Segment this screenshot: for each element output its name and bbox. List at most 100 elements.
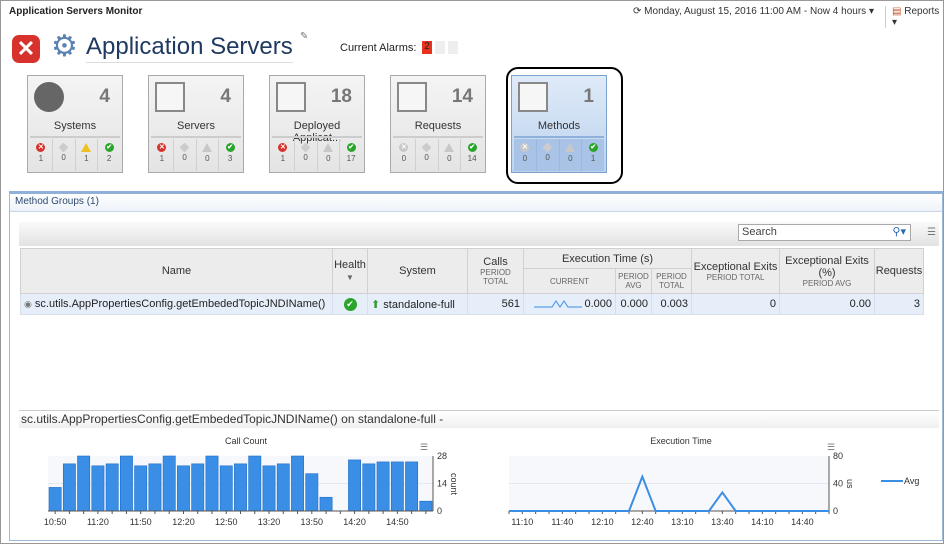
x-tick-label: 11:10 bbox=[511, 517, 533, 527]
stat-count: 0 bbox=[401, 154, 407, 163]
tile-label: Servers bbox=[177, 120, 215, 132]
chart-menu-icon[interactable]: ☰ bbox=[420, 442, 429, 452]
bar bbox=[305, 473, 319, 512]
tile-stat[interactable]: ✔ 3 bbox=[219, 139, 241, 171]
systems-icon bbox=[34, 82, 64, 112]
col-period-avg[interactable]: PERIOD AVG bbox=[618, 272, 649, 290]
normal-icon: ✔ bbox=[588, 143, 598, 152]
x-tick-label: 12:40 bbox=[631, 517, 654, 527]
tile-stat[interactable]: ✕ 0 bbox=[514, 139, 537, 171]
stat-count: 0 bbox=[182, 153, 187, 162]
tile-stat[interactable]: ✔ 17 bbox=[340, 139, 362, 171]
tile-label: Deployed Applicat... bbox=[292, 120, 342, 144]
y-tick-label: 40 bbox=[833, 479, 843, 489]
stat-count: 0 bbox=[447, 154, 452, 163]
warning-icon bbox=[323, 143, 334, 152]
table-row[interactable]: ◉ sc.utils.AppPropertiesConfig.getEmbede… bbox=[20, 293, 924, 315]
tile-requests[interactable]: 14 Requests ✕ 0 0 0 ✔ 14 bbox=[390, 75, 486, 173]
tile-stat[interactable]: ✔ 14 bbox=[461, 139, 483, 171]
exec-time-chart: 11:10 11:40 12:10 12:40 13:10 13:40 14:10 14:40… bbox=[508, 451, 919, 527]
radio-icon[interactable]: ◉ bbox=[24, 299, 32, 309]
methods-icon bbox=[518, 82, 548, 112]
time-range-selector[interactable]: ⟳ Monday, August 15, 2016 11:00 AM - Now… bbox=[633, 6, 874, 17]
server-up-icon: ⬆ bbox=[371, 298, 381, 311]
col-system[interactable]: System bbox=[367, 248, 468, 294]
col-health[interactable]: Health ▼ bbox=[332, 248, 368, 294]
col-calls[interactable]: Calls PERIOD TOTAL bbox=[467, 248, 524, 294]
reports-menu[interactable]: ▤ Reports ▾ bbox=[885, 6, 943, 28]
x-tick-label: 11:50 bbox=[130, 517, 152, 527]
bar bbox=[105, 463, 119, 512]
tile-stat[interactable]: 0 bbox=[559, 139, 583, 171]
bar bbox=[91, 465, 105, 512]
tile-servers[interactable]: 4 Servers ✕ 1 0 0 ✔ 3 bbox=[148, 75, 244, 173]
tile-stat[interactable]: ✔ 2 bbox=[98, 139, 120, 171]
tile-stat[interactable]: 0 bbox=[318, 139, 341, 171]
alarm-count-warning[interactable] bbox=[435, 41, 445, 54]
stat-count: 0 bbox=[205, 154, 210, 163]
search-icon[interactable]: ⚲▾ bbox=[892, 226, 906, 238]
tile-stat[interactable]: ✕ 1 bbox=[272, 139, 295, 171]
stat-count: 14 bbox=[467, 154, 477, 163]
tile-stat[interactable]: ✔ 1 bbox=[582, 139, 604, 171]
bar bbox=[134, 465, 148, 512]
search-input[interactable]: Search ⚲▾ bbox=[738, 224, 911, 241]
tile-stat[interactable]: 0 bbox=[416, 139, 439, 171]
fatal-icon bbox=[300, 142, 311, 153]
search-placeholder: Search bbox=[742, 226, 777, 238]
tile-stat[interactable]: 0 bbox=[439, 139, 462, 171]
y-tick-label: 0 bbox=[833, 506, 838, 516]
col-period-total[interactable]: PERIOD TOTAL bbox=[656, 272, 687, 290]
bar bbox=[234, 463, 247, 512]
col-exec-time: Execution Time (s) bbox=[523, 248, 692, 269]
chart-menu-icon[interactable]: ☰ bbox=[827, 442, 836, 452]
panel-title: Method Groups (1) bbox=[15, 196, 99, 207]
deployed-apps-icon bbox=[276, 82, 306, 112]
cell-system[interactable]: ⬆ standalone-full bbox=[367, 293, 468, 315]
alarm-count-info[interactable] bbox=[448, 41, 458, 54]
tile-stat[interactable]: ✕ 0 bbox=[393, 139, 416, 171]
call-count-chart: 10:50 11:20 11:50 12:20 12:50 13:20 13:50 14:20… bbox=[44, 451, 459, 527]
tile-label: Systems bbox=[53, 120, 97, 132]
tile-stat[interactable]: 0 bbox=[53, 139, 76, 171]
tile-stat[interactable]: 1 bbox=[76, 139, 99, 171]
column-options-icon[interactable]: ☰ bbox=[927, 227, 936, 238]
tile-stat[interactable]: ✕ 1 bbox=[151, 139, 174, 171]
tile-methods[interactable]: 1 Methods ✕ 0 0 0 ✔ 1 bbox=[511, 75, 607, 173]
col-exc-exits-pct[interactable]: Exceptional Exits (%) PERIOD AVG bbox=[779, 248, 875, 294]
edit-icon[interactable]: ✎ bbox=[300, 31, 309, 42]
tile-count: 1 bbox=[583, 86, 594, 107]
tile-stat[interactable]: 0 bbox=[197, 139, 220, 171]
tile-stat[interactable]: ✕ 1 bbox=[30, 139, 53, 171]
fatal-icon bbox=[58, 142, 69, 153]
tile-systems[interactable]: 4 Systems ✕ 1 0 1 ✔ 2 bbox=[27, 75, 123, 173]
critical-icon: ✕ bbox=[157, 143, 167, 152]
error-status-icon: ✕ bbox=[12, 35, 40, 63]
normal-icon: ✔ bbox=[346, 143, 356, 152]
x-tick-label: 13:40 bbox=[711, 517, 734, 527]
tile-label: Requests bbox=[414, 120, 462, 132]
x-tick-label: 11:20 bbox=[87, 517, 109, 527]
cell-period-avg: 0.000 bbox=[615, 293, 652, 315]
tile-stat[interactable]: 0 bbox=[536, 139, 560, 171]
col-requests[interactable]: Requests bbox=[874, 248, 924, 294]
col-exc-exits[interactable]: Exceptional Exits PERIOD TOTAL bbox=[691, 248, 780, 294]
cell-name[interactable]: ◉ sc.utils.AppPropertiesConfig.getEmbede… bbox=[20, 293, 333, 315]
stat-count: 3 bbox=[227, 154, 233, 163]
x-tick-label: 14:40 bbox=[791, 517, 814, 527]
tile-stat[interactable]: 0 bbox=[295, 139, 318, 171]
col-current[interactable]: CURRENT bbox=[549, 276, 590, 286]
bar bbox=[48, 487, 62, 512]
bar bbox=[177, 465, 190, 512]
col-name[interactable]: Name bbox=[20, 248, 333, 294]
call-count-title: Call Count bbox=[224, 436, 268, 446]
y-tick-label: 80 bbox=[833, 451, 843, 461]
alarm-count-critical[interactable]: 2 bbox=[422, 41, 432, 54]
critical-icon: ✕ bbox=[278, 143, 288, 152]
requests-icon bbox=[397, 82, 427, 112]
report-icon: ▤ bbox=[892, 6, 902, 17]
tile-stat[interactable]: 0 bbox=[174, 139, 197, 171]
tile-count: 18 bbox=[330, 86, 352, 107]
panel-header bbox=[10, 194, 942, 212]
tile-deployed[interactable]: 18 Deployed Applicat... ✕ 1 0 0 ✔ 17 bbox=[269, 75, 365, 173]
